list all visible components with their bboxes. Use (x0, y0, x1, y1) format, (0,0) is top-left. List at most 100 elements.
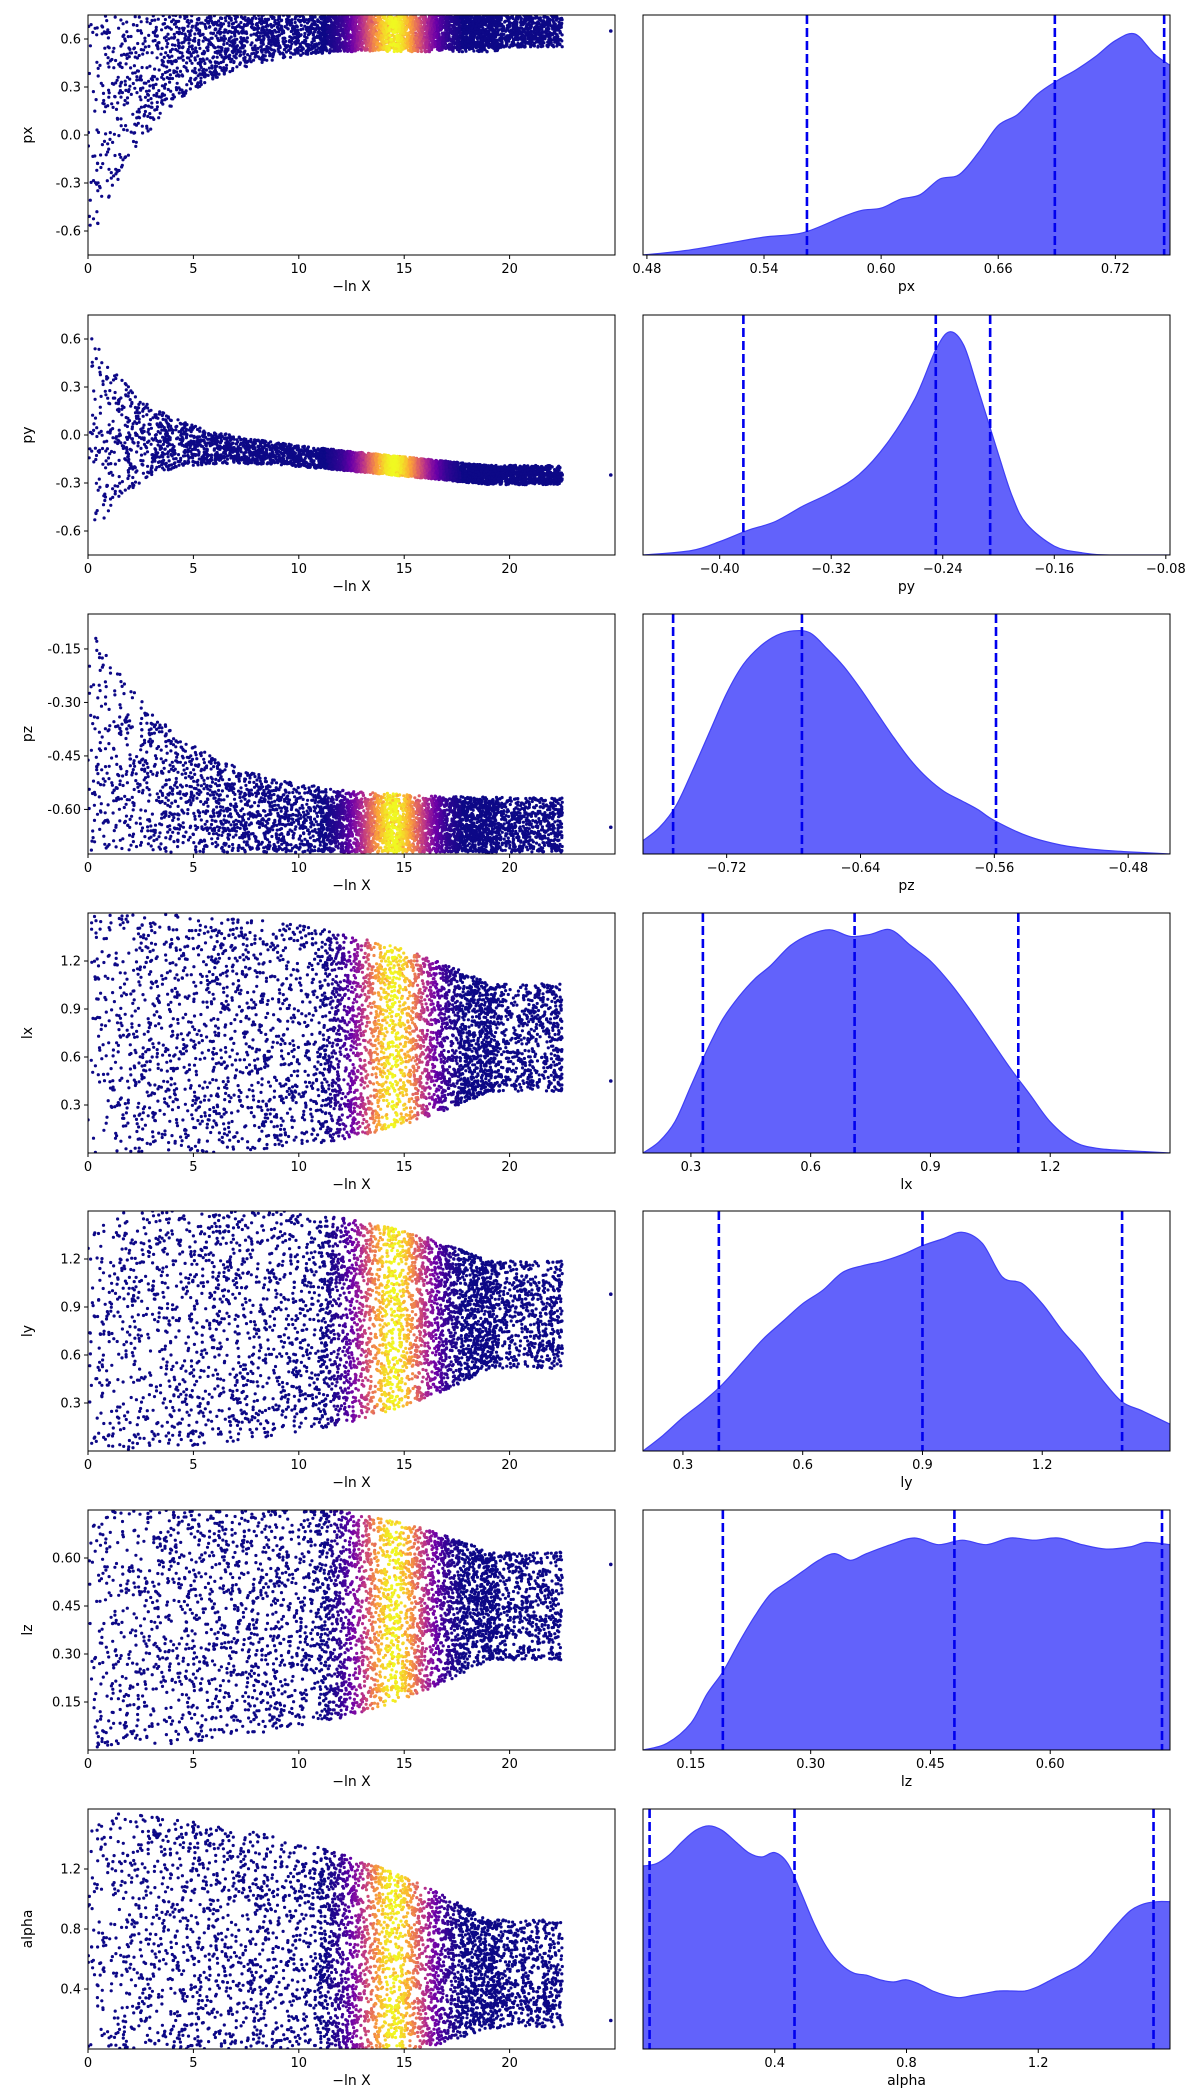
kde-area (643, 1537, 1170, 1750)
y-tick-label: 0.0 (60, 429, 81, 444)
y-tick-label: -0.60 (47, 803, 81, 818)
y-tick-label: 1.2 (60, 1863, 81, 1878)
y-axis-label: pz (20, 726, 36, 742)
x-tick-label: 10 (291, 1160, 308, 1175)
y-tick-label: 0.30 (52, 1648, 81, 1663)
y-tick-label: 0.6 (60, 33, 81, 48)
last-point (608, 2018, 613, 2023)
x-tick-label: −0.16 (1034, 562, 1074, 577)
x-tick-label: 1.2 (1040, 1160, 1061, 1175)
x-tick-label: 20 (501, 861, 518, 876)
y-tick-label: 0.9 (60, 1301, 81, 1316)
x-axis-label: lx (900, 1177, 912, 1193)
axes-frame (642, 1509, 1171, 1751)
x-tick-label: 0.60 (867, 262, 896, 277)
x-tick-label: 1.2 (1028, 2056, 1049, 2071)
x-tick-label: 20 (501, 562, 518, 577)
axes-frame (87, 1210, 616, 1452)
x-tick-label: 5 (189, 2056, 197, 2071)
y-tick-label: 0.3 (60, 81, 81, 96)
y-tick-label: -0.3 (56, 477, 81, 492)
x-tick-label: 0.6 (800, 1160, 821, 1175)
x-tick-label: 5 (189, 861, 197, 876)
x-tick-label: 0 (84, 2056, 92, 2071)
x-tick-label: 20 (501, 1160, 518, 1175)
y-tick-label: -0.6 (56, 525, 81, 540)
x-axis-label: −ln X (332, 878, 371, 894)
trace-points-pz (88, 636, 613, 854)
y-tick-label: 0.15 (52, 1696, 81, 1711)
last-point (608, 29, 613, 33)
y-axis-label: lx (20, 1027, 36, 1039)
x-tick-label: 20 (501, 1757, 518, 1772)
x-tick-label: 10 (291, 861, 308, 876)
axes-frame (642, 314, 1171, 556)
y-tick-label: 0.6 (60, 1349, 81, 1364)
axes-frame (642, 14, 1171, 256)
x-tick-label: 15 (396, 562, 413, 577)
x-tick-label: 0.9 (920, 1160, 941, 1175)
x-axis-label: px (898, 279, 915, 295)
y-tick-label: 0.45 (52, 1600, 81, 1615)
posterior-panel-px: 0.48 0.54 0.60 0.66 0.72 px (632, 14, 1171, 295)
posterior-panel-py: −0.40 −0.32 −0.24 −0.16 −0.08 py (642, 314, 1186, 595)
y-tick-label: 0.3 (60, 1397, 81, 1412)
x-tick-label: 0 (84, 562, 92, 577)
x-tick-label: 15 (396, 1458, 413, 1473)
x-tick-label: 0.4 (764, 2056, 785, 2071)
posterior-panel-ly: 0.3 0.6 0.9 1.2 ly (642, 1210, 1171, 1491)
x-axis-label: −ln X (332, 1177, 371, 1193)
last-point (608, 1079, 613, 1083)
x-tick-label: 0 (84, 1757, 92, 1772)
x-axis-label: −ln X (332, 1475, 371, 1491)
x-axis-label: −ln X (332, 1774, 371, 1790)
x-tick-label: 0.6 (792, 1458, 813, 1473)
x-tick-label: 10 (291, 562, 308, 577)
x-tick-label: 0.9 (912, 1458, 933, 1473)
trace-points-ly (88, 1211, 613, 1451)
x-tick-label: 0 (84, 262, 92, 277)
last-point (608, 1562, 613, 1567)
y-tick-label: 1.2 (60, 955, 81, 970)
x-tick-label: 0.54 (750, 262, 779, 277)
y-tick-label: 0.4 (60, 1983, 81, 1998)
kde-area (643, 331, 1170, 555)
y-tick-label: -0.45 (47, 749, 81, 764)
x-axis-label: pz (898, 878, 914, 894)
y-tick-label: 0.60 (52, 1552, 81, 1567)
posterior-panel-alpha: 0.4 0.8 1.2 alpha (642, 1808, 1171, 2089)
x-tick-label: −0.40 (700, 562, 740, 577)
x-tick-label: 5 (189, 262, 197, 277)
x-axis-label: −ln X (332, 279, 371, 295)
y-tick-label: -0.3 (56, 177, 81, 192)
x-axis-label: ly (900, 1475, 912, 1491)
trace-panel-lz: 0 5 10 15 20 0.15 0.30 0.45 0.60 −ln X lz (20, 1509, 616, 1790)
x-tick-label: 0 (84, 1458, 92, 1473)
x-tick-label: 0.45 (916, 1757, 945, 1772)
y-tick-label: -0.15 (47, 642, 81, 657)
last-point (608, 825, 613, 830)
y-axis-label: ly (20, 1325, 36, 1337)
trace-points-lz (88, 1510, 613, 1749)
posterior-panel-lx: 0.3 0.6 0.9 1.2 lx (642, 912, 1171, 1193)
y-tick-label: 0.3 (60, 381, 81, 396)
y-tick-label: 0.3 (60, 1099, 81, 1114)
kde-area (643, 1825, 1170, 2049)
x-tick-label: 0.8 (896, 2056, 917, 2071)
x-tick-label: 15 (396, 2056, 413, 2071)
axes-frame (642, 1210, 1171, 1452)
x-tick-label: 5 (189, 1757, 197, 1772)
x-tick-label: 0.15 (676, 1757, 705, 1772)
x-tick-label: 0.66 (984, 262, 1013, 277)
x-tick-label: 0.30 (796, 1757, 825, 1772)
x-tick-label: 0.72 (1101, 262, 1130, 277)
x-tick-label: 5 (189, 1458, 197, 1473)
x-tick-label: 20 (501, 2056, 518, 2071)
x-tick-label: −0.48 (1108, 861, 1148, 876)
x-axis-label: py (898, 579, 915, 595)
x-axis-label: alpha (887, 2073, 926, 2089)
trace-panel-pz: 0 5 10 15 20 -0.60 -0.45 -0.30 -0.15 −ln X pz (20, 613, 616, 894)
y-tick-label: 0.9 (60, 1003, 81, 1018)
x-axis-label: lz (901, 1774, 912, 1790)
y-axis-label: py (20, 426, 36, 443)
